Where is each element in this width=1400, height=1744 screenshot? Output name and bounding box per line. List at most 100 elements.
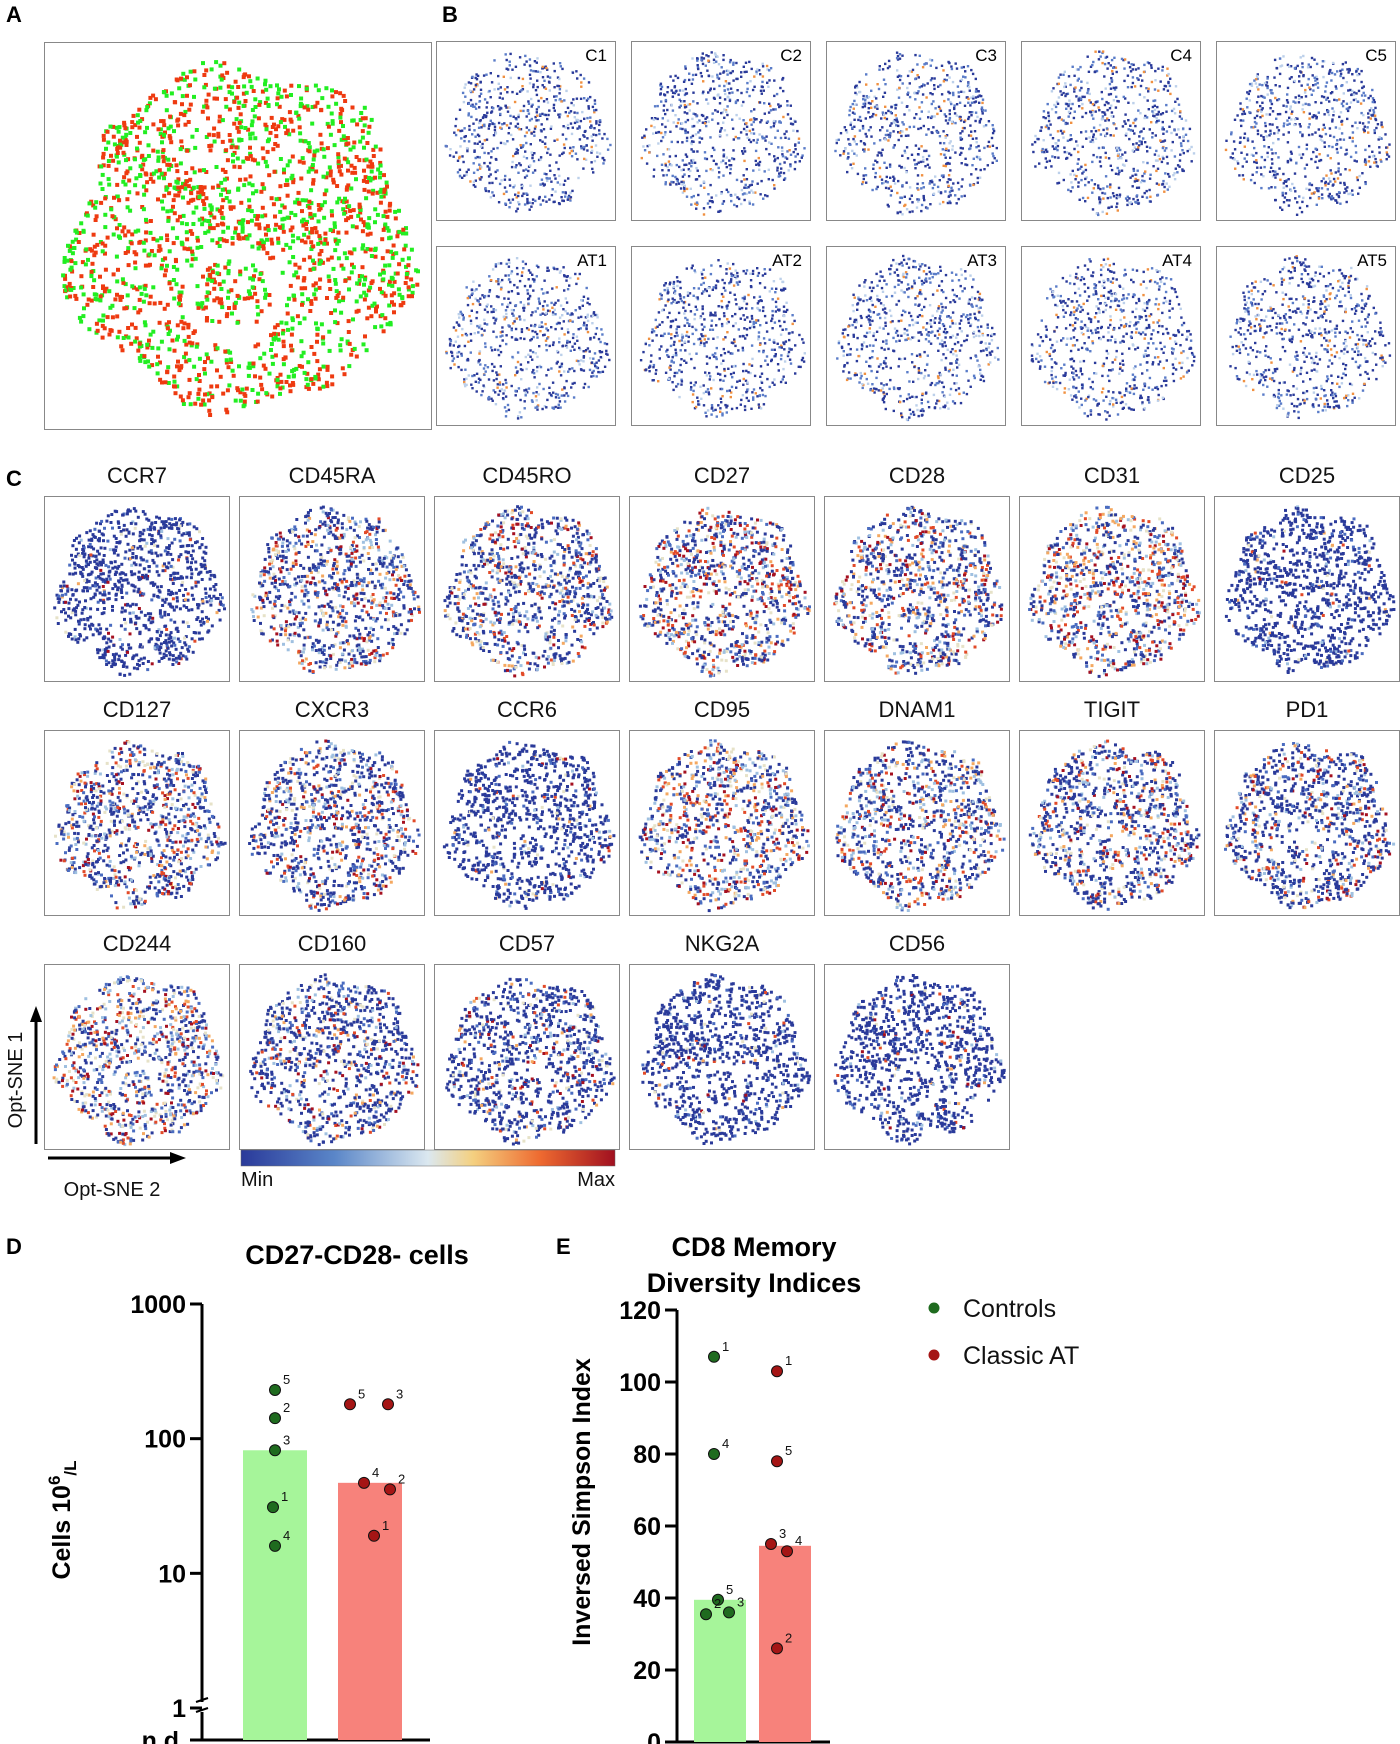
panel-c-marker-label: DNAM1 — [824, 697, 1010, 723]
panel-d-point — [368, 1529, 380, 1542]
panel-d-point-label: 3 — [396, 1386, 403, 1401]
panel-e-point — [712, 1593, 724, 1606]
scatter-points — [1224, 54, 1391, 216]
panel-c-heat-scatter — [638, 739, 810, 913]
panel-e-point-label: 5 — [785, 1443, 792, 1458]
panel-e-point — [771, 1455, 783, 1468]
panel-c-heat-scatter — [833, 505, 1004, 675]
panel-b-sample-label: C3 — [975, 46, 997, 66]
panel-e-ytick-label: 80 — [633, 1441, 661, 1469]
panel-c-heat-scatter — [248, 739, 421, 912]
panel-d-point — [344, 1398, 356, 1411]
panel-c-heat-scatter — [249, 973, 420, 1147]
panel-b-sample-plot: AT5 — [1216, 246, 1396, 426]
panel-c-marker-label: CD31 — [1019, 463, 1205, 489]
panel-b-scatter — [1224, 54, 1391, 216]
panel-d-chart: CD27-CD28- cells Cells 106/L 1000 100 10 1 n… — [45, 1240, 469, 1744]
panel-c-heat-scatter — [641, 973, 812, 1145]
panel-e-point-label: 1 — [722, 1339, 729, 1354]
panel-c-marker-label: CD127 — [44, 697, 230, 723]
panel-c-marker-plot — [1019, 496, 1205, 682]
panel-b-scatter — [1030, 257, 1196, 421]
panel-c-marker-label: CD25 — [1214, 463, 1400, 489]
panel-c-marker-label: PD1 — [1214, 697, 1400, 723]
scatter-points — [444, 52, 612, 213]
panel-d-point — [382, 1398, 394, 1411]
panel-b-scatter — [640, 51, 806, 216]
color-scale-max: Max — [577, 1169, 615, 1191]
scatter-points — [1031, 50, 1196, 217]
panel-d-point — [269, 1383, 281, 1396]
panel-e-point — [765, 1538, 777, 1550]
panel-d-ytick-label: 10 — [158, 1560, 186, 1588]
panel-c-heat-scatter — [250, 505, 421, 674]
panel-e-point-label: 3 — [779, 1526, 786, 1541]
panel-b-sample-plot: C2 — [631, 41, 811, 221]
panel-c-marker-label: CD244 — [44, 931, 230, 957]
scatter-points — [1229, 255, 1392, 420]
panel-e-ytick-label: 20 — [633, 1657, 661, 1685]
scatter-points — [641, 973, 812, 1145]
scatter-points — [833, 974, 1006, 1146]
scatter-points — [442, 740, 616, 910]
panel-d-bar — [243, 1450, 307, 1740]
panel-e-point — [723, 1606, 735, 1619]
scatter-points — [53, 507, 226, 677]
panel-d-point-label: 3 — [283, 1432, 290, 1447]
panel-b-scatter — [836, 254, 1000, 422]
panel-d-point — [267, 1501, 279, 1514]
panel-c-heat-scatter — [443, 505, 614, 678]
panel-c-marker-plot — [239, 496, 425, 682]
panel-e-title-line2: Diversity Indices — [647, 1268, 862, 1298]
legend-controls-label: Controls — [963, 1295, 1056, 1323]
panel-a-tsne-overlay — [44, 42, 432, 430]
panel-d-point — [358, 1476, 370, 1489]
panel-c-axes-and-scale: Opt-SNE 1 Opt-SNE 2 Min Max — [5, 1006, 616, 1201]
panel-c-marker-plot — [434, 496, 620, 682]
panel-b-sample-label: C2 — [780, 46, 802, 66]
panel-letter-a: A — [6, 2, 22, 28]
panel-e-ytick-label: 60 — [633, 1513, 661, 1541]
panel-d-point — [384, 1483, 396, 1496]
panel-d-ytick-label: 1000 — [130, 1291, 186, 1319]
scatter-points — [248, 739, 421, 912]
panel-d-ylabel-sup: 6 — [45, 1476, 64, 1485]
panel-e-point-label: 1 — [785, 1353, 792, 1368]
panel-c-heat-scatter — [54, 740, 227, 910]
legend-classic-at-label: Classic AT — [963, 1342, 1079, 1370]
panel-c-marker-plot — [824, 964, 1010, 1150]
scatter-points — [1030, 257, 1196, 421]
scatter-points — [638, 506, 811, 678]
panel-b-sample-label: AT2 — [772, 251, 802, 271]
panel-c-marker-plot — [629, 496, 815, 682]
panel-e-point — [708, 1350, 720, 1363]
panel-d-point-label: 1 — [281, 1489, 288, 1504]
panel-e-point-label: 5 — [726, 1582, 733, 1597]
panel-b-sample-plot: C1 — [436, 41, 616, 221]
panel-b-sample-plot: C5 — [1216, 41, 1396, 221]
panel-c-marker-plot — [1214, 496, 1400, 682]
panel-d-point-label: 1 — [382, 1518, 389, 1533]
panel-d-point-label: 2 — [398, 1471, 405, 1486]
panel-c-heat-scatter — [638, 506, 811, 678]
panel-c-marker-label: CCR7 — [44, 463, 230, 489]
panel-e-point — [781, 1545, 793, 1558]
panel-e-ytick-label: 40 — [633, 1585, 661, 1613]
panel-c-marker-label: CD45RO — [434, 463, 620, 489]
panel-c-heat-scatter — [445, 977, 616, 1146]
panel-d-bar — [338, 1482, 402, 1740]
panel-b-sample-label: AT5 — [1357, 251, 1387, 271]
panel-e-point — [700, 1608, 712, 1621]
panel-c-marker-plot — [1019, 730, 1205, 916]
scatter-points — [1028, 505, 1201, 678]
panel-c-heat-scatter — [53, 507, 226, 677]
legend-classic-at-dot — [928, 1349, 940, 1361]
panel-c-marker-label: CD95 — [629, 697, 815, 723]
scatter-points — [54, 740, 227, 910]
scatter-points — [1224, 505, 1396, 674]
panel-d-ylabel-sub: /L — [61, 1460, 80, 1475]
panel-d-axis-break — [195, 1697, 209, 1703]
panel-letter-e: E — [556, 1234, 571, 1260]
panel-c-marker-plot — [629, 964, 815, 1150]
panel-e-ytick-label: 0 — [647, 1729, 661, 1744]
